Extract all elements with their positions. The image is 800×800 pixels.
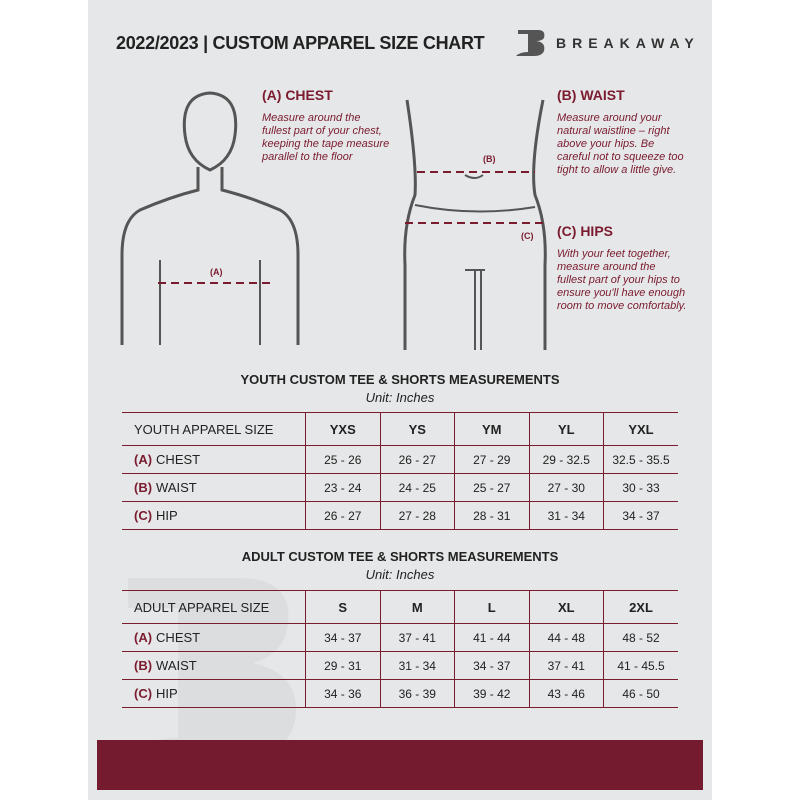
cell: 31 - 34 bbox=[379, 651, 455, 680]
cell: 25 - 26 bbox=[305, 445, 380, 474]
page-title: 2022/2023 | CUSTOM APPAREL SIZE CHART bbox=[116, 33, 485, 53]
cell: 34 - 37 bbox=[454, 651, 529, 680]
cell: 29 - 32.5 bbox=[528, 445, 604, 474]
cell: 34 - 37 bbox=[305, 623, 380, 652]
table-row: (B) WAIST 29 - 31 31 - 34 34 - 37 37 - 41 41 -… bbox=[122, 651, 678, 680]
row-label: (B) WAIST bbox=[122, 651, 306, 680]
hips-description: With your feet together, measure around … bbox=[557, 248, 687, 312]
hips-heading: (C) HIPS bbox=[557, 223, 613, 239]
waist-marker: (B) bbox=[483, 154, 496, 164]
row-label: (C) HIP bbox=[122, 679, 306, 708]
row-name: WAIST bbox=[156, 658, 197, 673]
size-header: L bbox=[454, 590, 529, 624]
chest-heading: (A) CHEST bbox=[262, 87, 333, 103]
cell: 41 - 45.5 bbox=[603, 651, 678, 680]
breakaway-logo-icon bbox=[516, 30, 545, 56]
size-label: ADULT APPAREL SIZE bbox=[122, 590, 306, 624]
row-code: (C) bbox=[134, 686, 153, 701]
cell: 30 - 33 bbox=[603, 473, 678, 502]
youth-size-table: YOUTH APPAREL SIZE YXS YS YM YL YXL (A) CHEST 2… bbox=[122, 412, 678, 530]
cell: 29 - 31 bbox=[305, 651, 380, 680]
chest-description: Measure around the fullest part of your … bbox=[262, 112, 390, 163]
cell: 39 - 42 bbox=[454, 679, 529, 708]
size-header: YL bbox=[528, 412, 604, 446]
waist-description: Measure around your natural waistline – … bbox=[557, 112, 684, 176]
table-row: (A) CHEST 25 - 26 26 - 27 27 - 29 29 - 32.5 32… bbox=[122, 445, 678, 474]
brand-name: BREAKAWAY bbox=[556, 35, 700, 51]
cell: 26 - 27 bbox=[305, 501, 380, 530]
cell: 37 - 41 bbox=[379, 623, 455, 652]
cell: 36 - 39 bbox=[379, 679, 455, 708]
cell: 27 - 30 bbox=[528, 473, 604, 502]
footer-bar bbox=[97, 740, 703, 790]
size-header: YM bbox=[454, 412, 529, 446]
table-row: (C) HIP 34 - 36 36 - 39 39 - 42 43 - 46 46 - 5… bbox=[122, 679, 678, 708]
table-header-row: ADULT APPAREL SIZE S M L XL 2XL bbox=[122, 590, 678, 624]
table-header-row: YOUTH APPAREL SIZE YXS YS YM YL YXL bbox=[122, 412, 678, 446]
cell: 23 - 24 bbox=[305, 473, 380, 502]
cell: 34 - 37 bbox=[603, 501, 678, 530]
table-row: (C) HIP 26 - 27 27 - 28 28 - 31 31 - 34 34 - 3… bbox=[122, 501, 678, 530]
size-header: YS bbox=[379, 412, 455, 446]
size-label: YOUTH APPAREL SIZE bbox=[122, 412, 306, 446]
cell: 41 - 44 bbox=[454, 623, 529, 652]
size-header: XL bbox=[528, 590, 604, 624]
row-name: HIP bbox=[156, 508, 178, 523]
cell: 24 - 25 bbox=[379, 473, 455, 502]
row-code: (B) bbox=[134, 480, 153, 495]
row-label: (A) CHEST bbox=[122, 445, 306, 474]
row-code: (C) bbox=[134, 508, 153, 523]
row-name: HIP bbox=[156, 686, 178, 701]
size-header: YXS bbox=[305, 412, 380, 446]
adult-unit: Unit: Inches bbox=[365, 567, 435, 582]
adult-size-table: ADULT APPAREL SIZE S M L XL 2XL (A) CHEST 34 - … bbox=[122, 590, 678, 708]
cell: 27 - 29 bbox=[454, 445, 529, 474]
cell: 26 - 27 bbox=[379, 445, 455, 474]
size-header: 2XL bbox=[603, 590, 678, 624]
hips-marker: (C) bbox=[521, 231, 534, 241]
row-name: WAIST bbox=[156, 480, 197, 495]
cell: 32.5 - 35.5 bbox=[603, 445, 678, 474]
row-label: (A) CHEST bbox=[122, 623, 306, 652]
row-code: (A) bbox=[134, 630, 153, 645]
waist-heading: (B) WAIST bbox=[557, 87, 625, 103]
adult-table-title: ADULT CUSTOM TEE & SHORTS MEASUREMENTS bbox=[241, 549, 559, 564]
row-name: CHEST bbox=[156, 630, 201, 645]
youth-table-title: YOUTH CUSTOM TEE & SHORTS MEASUREMENTS bbox=[240, 372, 560, 387]
cell: 28 - 31 bbox=[454, 501, 529, 530]
cell: 34 - 36 bbox=[305, 679, 380, 708]
cell: 46 - 50 bbox=[603, 679, 678, 708]
table-row: (A) CHEST 34 - 37 37 - 41 41 - 44 44 - 48 48 -… bbox=[122, 623, 678, 652]
cell: 25 - 27 bbox=[454, 473, 529, 502]
cell: 27 - 28 bbox=[379, 501, 455, 530]
size-header: YXL bbox=[603, 412, 678, 446]
chest-figure bbox=[120, 91, 300, 345]
cell: 31 - 34 bbox=[528, 501, 604, 530]
row-code: (A) bbox=[134, 452, 153, 467]
size-header: S bbox=[305, 590, 380, 624]
chest-marker: (A) bbox=[210, 267, 223, 277]
waist-hips-figure bbox=[403, 99, 547, 350]
row-label: (C) HIP bbox=[122, 501, 306, 530]
youth-unit: Unit: Inches bbox=[365, 390, 435, 405]
cell: 43 - 46 bbox=[528, 679, 604, 708]
size-header: M bbox=[379, 590, 455, 624]
row-label: (B) WAIST bbox=[122, 473, 306, 502]
table-row: (B) WAIST 23 - 24 24 - 25 25 - 27 27 - 30 30 -… bbox=[122, 473, 678, 502]
row-code: (B) bbox=[134, 658, 153, 673]
row-name: CHEST bbox=[156, 452, 201, 467]
cell: 48 - 52 bbox=[603, 623, 678, 652]
cell: 44 - 48 bbox=[528, 623, 604, 652]
cell: 37 - 41 bbox=[528, 651, 604, 680]
